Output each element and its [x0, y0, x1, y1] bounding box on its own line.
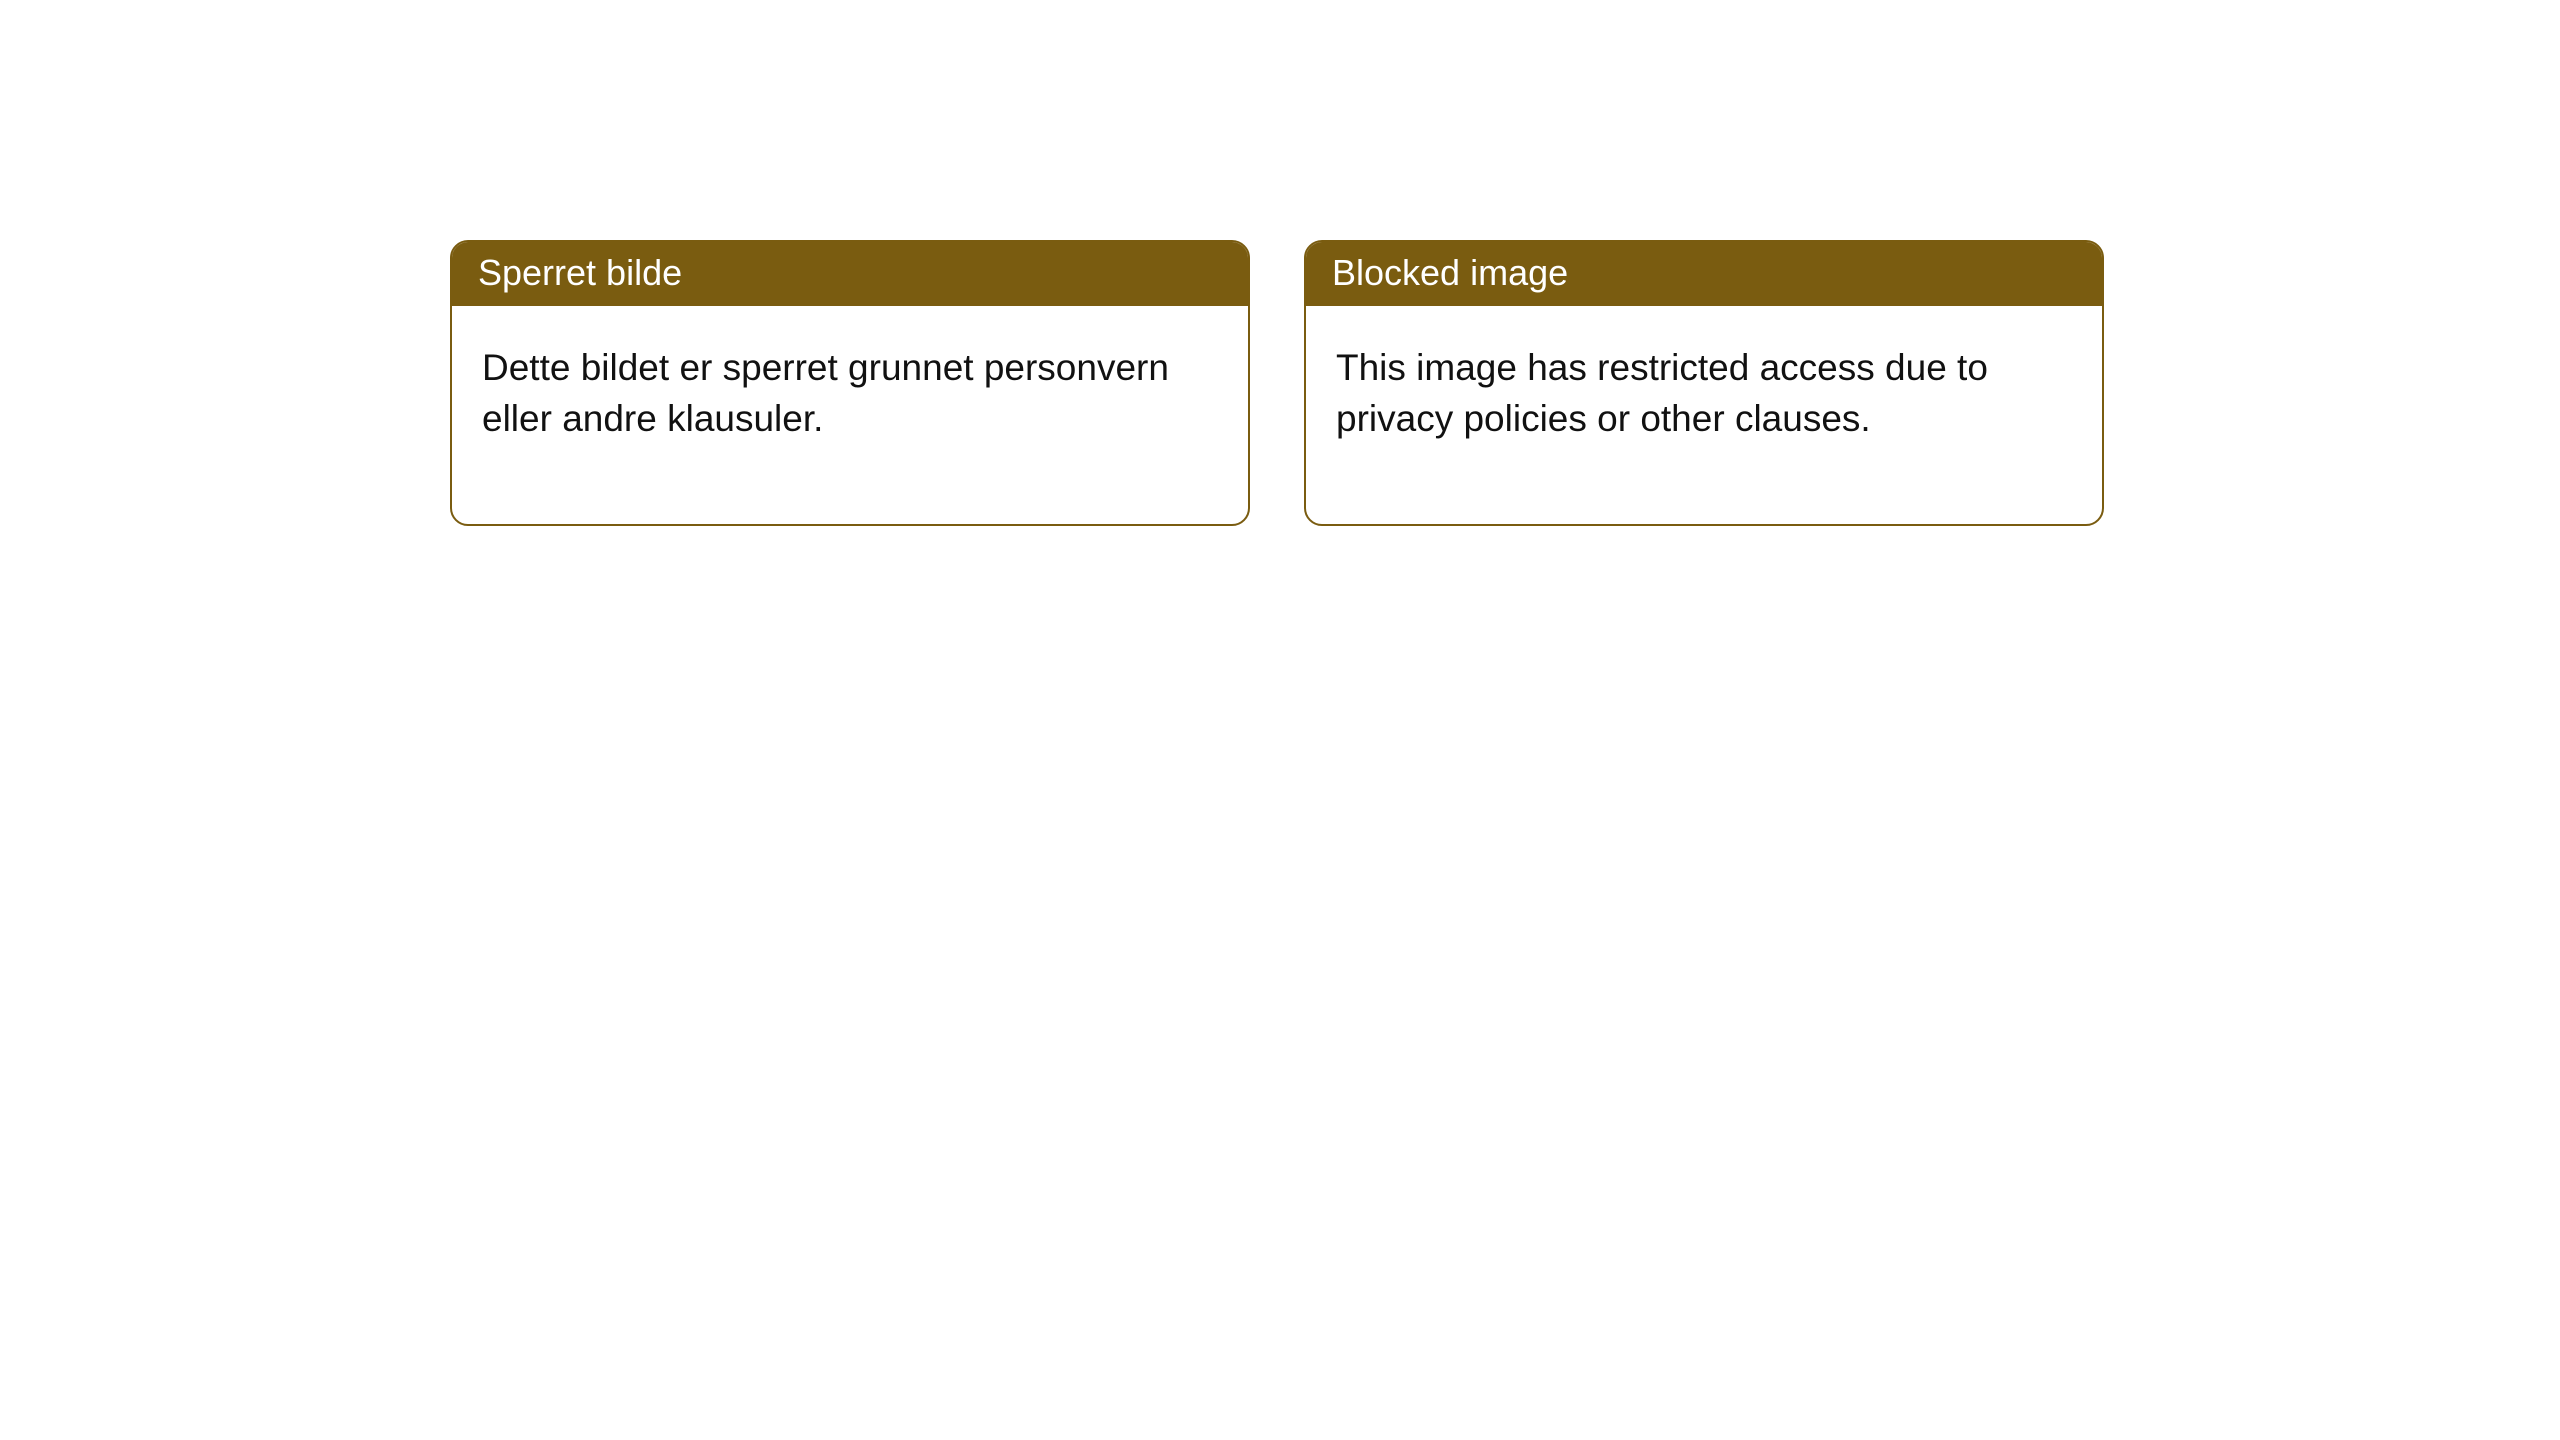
notice-body-norwegian: Dette bildet er sperret grunnet personve… — [452, 306, 1248, 524]
notice-body-english: This image has restricted access due to … — [1306, 306, 2102, 524]
notice-title-english: Blocked image — [1306, 242, 2102, 306]
notice-card-english: Blocked image This image has restricted … — [1304, 240, 2104, 526]
notice-card-norwegian: Sperret bilde Dette bildet er sperret gr… — [450, 240, 1250, 526]
notice-container: Sperret bilde Dette bildet er sperret gr… — [450, 240, 2104, 526]
notice-title-norwegian: Sperret bilde — [452, 242, 1248, 306]
